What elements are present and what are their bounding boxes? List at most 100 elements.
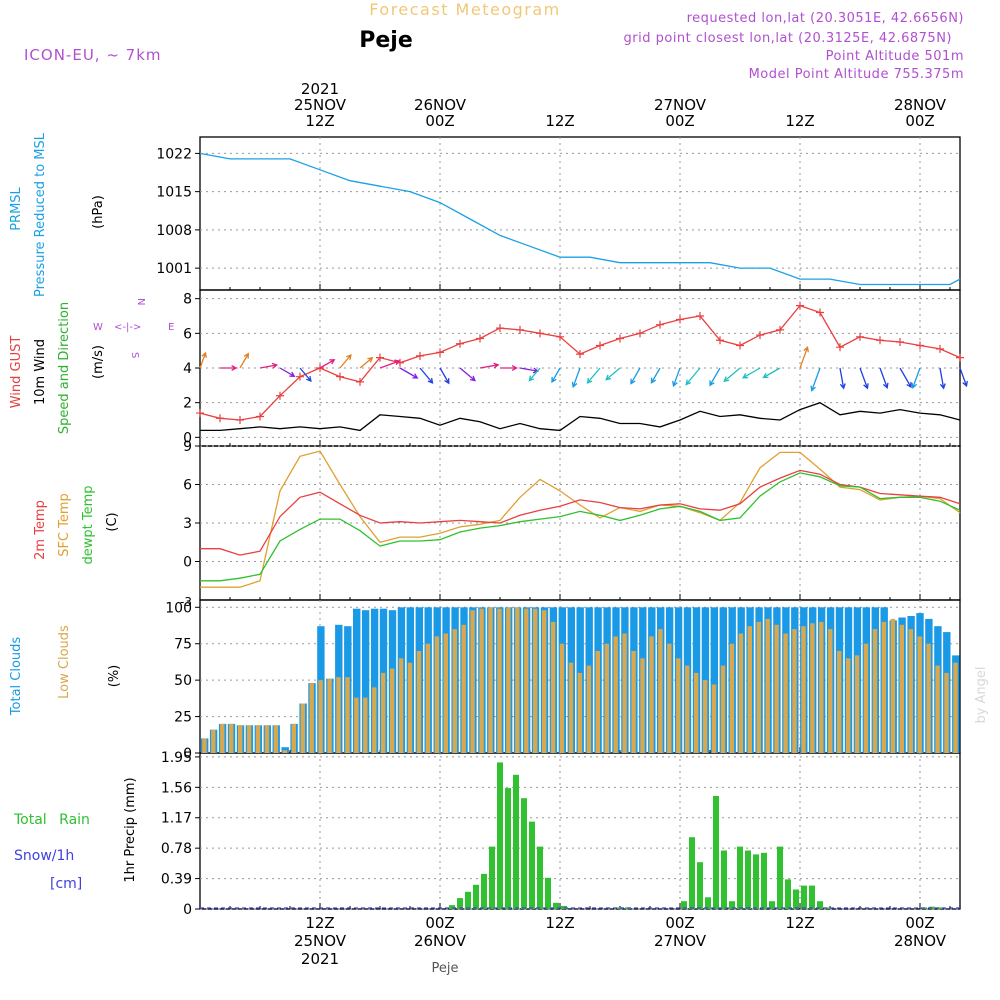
temp2m-label: 2m Temp (33, 500, 48, 560)
rain-bar (753, 854, 759, 909)
low-cloud-bar (559, 643, 565, 753)
temp-labels: 2m Temp SFC Temp dewpt Temp (C) (33, 485, 120, 564)
low-cloud-bar (899, 624, 904, 753)
rain-bar (937, 907, 943, 909)
wind-arrow (419, 367, 434, 384)
wind-arrow (319, 359, 336, 369)
panel-frame-pressure (199, 136, 961, 291)
low-cloud-bar (497, 608, 502, 753)
top-date-label: 28NOV (894, 96, 947, 114)
low-cloud-bar (461, 624, 466, 753)
low-cloud-bar (568, 662, 574, 753)
ytick-label-min: -3 (180, 595, 192, 609)
rain-bar (553, 902, 559, 909)
low-cloud-bar (577, 672, 583, 753)
wind-arrow (685, 367, 701, 386)
ytick-label: 0 (183, 430, 192, 446)
low-cloud-bar (291, 723, 296, 753)
low-cloud-bar (595, 651, 600, 753)
model-altitude: Model Point Altitude 755.375m (749, 67, 964, 82)
gust-marker (636, 329, 644, 338)
total-clouds-label: Total Clouds (9, 637, 24, 717)
dewpt-label: dewpt Temp (81, 485, 96, 564)
top-hour-label: 00Z (665, 112, 694, 130)
bottom-date-label: 28NOV (894, 932, 947, 950)
cm-label: [cm] (50, 876, 82, 892)
wind-arrow (379, 359, 401, 369)
ytick-label: 6 (183, 478, 192, 494)
top-date-label: 25NOV (294, 96, 347, 114)
gust-marker (376, 353, 384, 362)
low-cloud-bar (801, 626, 806, 753)
ytick-label: 25 (174, 710, 192, 726)
total-cloud-bar (353, 608, 361, 753)
low-cloud-bar (452, 629, 457, 753)
bottom-hour-label: 00Z (425, 914, 454, 932)
wind-arrow (959, 367, 968, 388)
cloud-labels: Total Clouds Low Clouds (%) (9, 625, 122, 716)
sfc-label: SFC Temp (57, 493, 72, 557)
bottom-date-label: 25NOV (294, 932, 347, 950)
low-cloud-bar (282, 750, 288, 753)
low-cloud-bar (792, 629, 797, 753)
gust-marker (416, 351, 424, 360)
low-cloud-bar (720, 665, 726, 753)
snow-label: Snow/1h (14, 848, 74, 864)
compass-s: S (129, 352, 140, 358)
low-cloud-bar (649, 636, 654, 753)
low-cloud-bar (810, 623, 815, 753)
gust-marker (356, 377, 364, 386)
wind-arrow (899, 367, 912, 389)
dewpt-line (200, 472, 961, 582)
low-cloud-bar (372, 687, 377, 753)
gust-marker (496, 324, 504, 333)
low-cloud-bar (273, 725, 279, 753)
ytick-label: 100 (165, 600, 192, 616)
bottom-hour-label: 12Z (545, 914, 574, 932)
low-cloud-bar (309, 683, 314, 753)
rain-bar (537, 846, 543, 909)
bottom-year-label: 2021 (301, 950, 339, 968)
ytick-label: 2 (183, 396, 192, 412)
low-cloud-bar (238, 725, 243, 753)
gust-marker (676, 315, 684, 324)
low-cloud-bar (756, 621, 761, 753)
low-cloud-bar (676, 658, 681, 753)
low-cloud-bar (550, 621, 556, 753)
rain-bar (817, 901, 823, 909)
bottom-date-label: 27NOV (654, 932, 707, 950)
rain-bar (737, 846, 743, 909)
ytick-label: 1015 (156, 185, 192, 201)
low-cloud-bar (702, 680, 708, 753)
low-cloud-bar (711, 684, 717, 753)
gust-marker (196, 409, 204, 418)
wind-arrow (339, 353, 352, 369)
rain-bar (681, 901, 687, 909)
low-cloud-bar (398, 658, 404, 753)
gust-marker (556, 332, 564, 341)
ytick-label: 75 (174, 637, 192, 653)
wind-arrow (199, 351, 207, 369)
low-cloud-bar (604, 643, 609, 753)
wind-arrow (810, 367, 821, 392)
wind-label: 10m Wind (33, 339, 48, 405)
ytick-label: 50 (174, 673, 192, 689)
low-cloud-bar (854, 655, 860, 753)
low-cloud-bar (479, 608, 484, 753)
chart-title: Forecast Meteogram (369, 0, 560, 19)
ytick-label: 9 (183, 439, 192, 455)
plot-area: 1001100810151022024680369025507510000.39… (156, 80, 968, 968)
compass-arrows-h: <-|-> (114, 322, 141, 333)
ytick-label: 0 (183, 746, 192, 762)
temp-unit: (C) (105, 512, 120, 531)
gust-marker (816, 308, 824, 317)
wind-arrow (528, 367, 541, 382)
wind-labels: Wind GUST 10m Wind Speed and Direction (… (9, 298, 174, 434)
pressure-label-2: Pressure Reduced to MSL (33, 132, 48, 297)
rain-bar (769, 901, 775, 909)
low-cloud-bar (318, 680, 323, 753)
gust-marker (856, 332, 864, 341)
top-date-label: 26NOV (414, 96, 467, 114)
ytick-label: 1008 (156, 223, 192, 239)
low-cloud-bar (881, 621, 887, 753)
